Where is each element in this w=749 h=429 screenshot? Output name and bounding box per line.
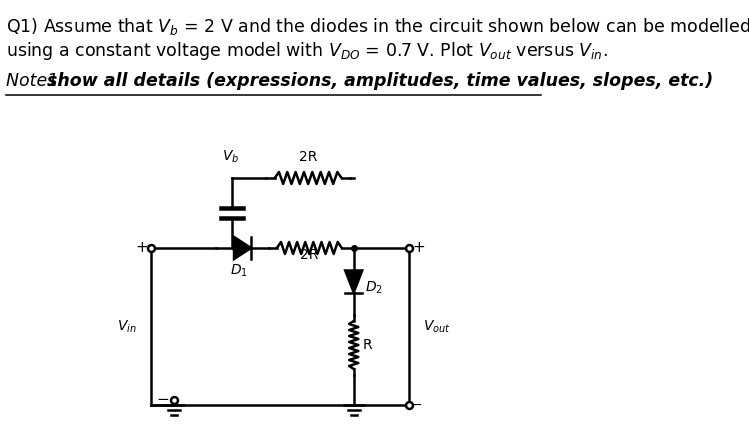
Text: $D_1$: $D_1$	[230, 263, 248, 279]
Text: Q1) Assume that $V_b$ = 2 V and the diodes in the circuit shown below can be mod: Q1) Assume that $V_b$ = 2 V and the diod…	[6, 16, 749, 37]
Text: −: −	[157, 393, 169, 408]
Polygon shape	[345, 271, 363, 293]
Text: −: −	[412, 399, 422, 411]
Polygon shape	[234, 237, 251, 259]
Text: show all details (expressions, amplitudes, time values, slopes, etc.): show all details (expressions, amplitude…	[47, 72, 713, 90]
Text: $D_2$: $D_2$	[366, 279, 383, 296]
Text: $V_b$: $V_b$	[222, 148, 239, 165]
Text: +: +	[412, 241, 425, 256]
Text: +: +	[135, 241, 148, 256]
Text: R: R	[363, 338, 372, 352]
Text: using a constant voltage model with $V_{DO}$ = 0.7 V. Plot $V_{out}$ versus $V_{: using a constant voltage model with $V_{…	[6, 40, 608, 62]
Text: 2R: 2R	[300, 248, 318, 262]
Text: $V_{out}$: $V_{out}$	[423, 318, 451, 335]
Text: Note1:: Note1:	[6, 72, 70, 90]
Text: $V_{in}$: $V_{in}$	[117, 318, 137, 335]
Text: 2R: 2R	[299, 150, 318, 164]
